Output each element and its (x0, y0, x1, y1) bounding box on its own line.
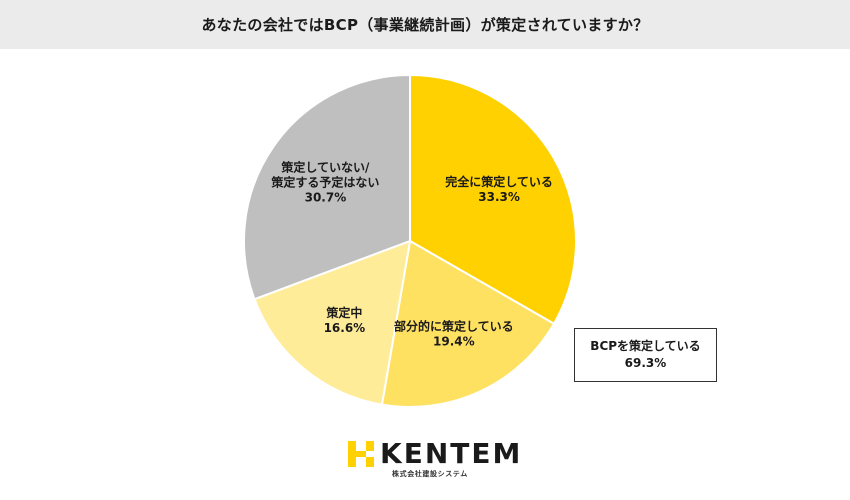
slice-value-label: 19.4% (433, 334, 475, 348)
chart-title-bar: あなたの会社ではBCP（事業継続計画）が策定されていますか？ (0, 0, 850, 49)
slice-value-label: 30.7% (305, 190, 347, 204)
slice-label-3: 策定していない/策定する予定はない 30.7% (271, 159, 379, 204)
annotation-label: BCPを策定している (590, 339, 701, 353)
total-annotation-box: BCPを策定している 69.3% (574, 328, 717, 382)
slice-label-1: 部分的に策定している 19.4% (394, 318, 514, 348)
pie-slice-1 (380, 239, 556, 408)
pie-slice-3 (243, 73, 411, 301)
slice-label-2: 策定中 16.6% (324, 304, 366, 334)
pie-slice-0 (409, 73, 577, 326)
kentem-logo: KENTEM 株式会社建設システム (348, 437, 520, 482)
logo-wordmark: KENTEM (380, 437, 523, 470)
logo-company-name: 株式会社建設システム (392, 470, 468, 478)
slice-label-0: 完全に策定している 33.3% (445, 173, 553, 203)
slice-value-label: 16.6% (324, 320, 366, 334)
slice-value-label: 33.3% (478, 189, 520, 203)
kentem-logo-mark-icon (348, 441, 374, 467)
slice-category-label: 策定していない/ (281, 159, 370, 174)
slice-category-label: 完全に策定している (445, 173, 553, 188)
annotation-value: 69.3% (624, 356, 667, 370)
slice-category-label: 部分的に策定している (394, 318, 514, 333)
pie-chart: 完全に策定している 33.3% 部分的に策定している 19.4% 策定中 16.6% 策定し… (243, 73, 577, 408)
pie-slice-2 (253, 239, 412, 406)
chart-title: あなたの会社ではBCP（事業継続計画）が策定されていますか？ (201, 16, 649, 34)
slice-category-label: 策定する予定はない (271, 174, 379, 189)
slice-category-label: 策定中 (326, 304, 362, 319)
